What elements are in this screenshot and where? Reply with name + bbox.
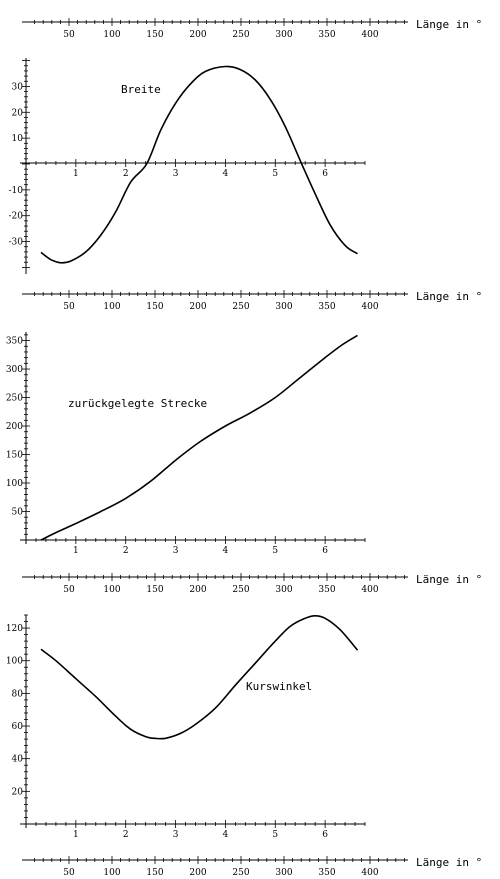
- longitude-tick-label: 200: [189, 30, 206, 40]
- course-angle-y-tick-label: 40: [12, 755, 24, 765]
- longitude-tick-label: 150: [146, 868, 163, 878]
- latitude-series-line: [40, 65, 358, 264]
- longitude-axis-title: Länge in °: [416, 290, 482, 303]
- course-angle-y-tick-label: 120: [6, 624, 23, 634]
- longitude-tick-label: 150: [146, 302, 163, 312]
- distance-x-tick-label: 3: [173, 546, 179, 556]
- distance-x-tick-label: 6: [322, 546, 328, 556]
- longitude-tick-label: 400: [361, 868, 378, 878]
- longitude-tick-label: 200: [189, 585, 206, 595]
- course-angle-y-tick-label: 100: [6, 657, 23, 667]
- longitude-tick-label: 400: [361, 30, 378, 40]
- longitude-tick-label: 250: [232, 302, 249, 312]
- longitude-tick-label: 350: [318, 585, 335, 595]
- latitude-y-tick-label: 30: [12, 82, 24, 92]
- distance-x-tick-label: 4: [223, 546, 229, 556]
- longitude-tick-label: 50: [63, 585, 75, 595]
- longitude-tick-label: 400: [361, 585, 378, 595]
- latitude-x-tick-label: 2: [123, 169, 129, 179]
- course-angle-x-tick-label: 2: [123, 830, 129, 840]
- latitude-x-tick-label: 4: [223, 169, 229, 179]
- latitude-y-tick-label: 20: [12, 108, 24, 118]
- longitude-axis-title: Länge in °: [416, 573, 482, 586]
- longitude-tick-label: 50: [63, 868, 75, 878]
- longitude-axis-title: Länge in °: [416, 18, 482, 31]
- latitude-y-tick-label: 10: [12, 134, 24, 144]
- distance-y-tick-label: 50: [12, 508, 24, 518]
- longitude-tick-label: 50: [63, 30, 75, 40]
- longitude-tick-label: 350: [318, 30, 335, 40]
- latitude-plot: -30 -20 -10 10 20 30 1 2 3 4 5 6 Breite: [9, 58, 366, 274]
- course-angle-x-tick-label: 4: [223, 830, 229, 840]
- course-angle-x-tick-label: 3: [173, 830, 179, 840]
- longitude-tick-label: 250: [232, 30, 249, 40]
- longitude-tick-label: 150: [146, 585, 163, 595]
- distance-plot: 50 100 150 200 250 300 350 1 2 3 4 5 6 zurückgelegte …: [6, 332, 366, 556]
- distance-y-tick-label: 150: [6, 451, 23, 461]
- course-angle-y-tick-label: 80: [12, 689, 24, 699]
- longitude-axis-1: 50 100 150 200 250 300 350 400 Länge in °: [22, 18, 482, 40]
- course-angle-x-tick-label: 5: [272, 830, 278, 840]
- latitude-x-tick-label: 1: [73, 169, 79, 179]
- course-angle-series-line: [40, 614, 359, 740]
- distance-series-line: [40, 334, 358, 541]
- course-angle-annotation: Kurswinkel: [246, 680, 312, 693]
- longitude-tick-label: 250: [232, 585, 249, 595]
- longitude-tick-label: 350: [318, 302, 335, 312]
- latitude-y-tick-label: -10: [9, 186, 24, 196]
- latitude-y-tick-label: -30: [9, 238, 24, 248]
- distance-y-tick-label: 100: [6, 479, 23, 489]
- latitude-x-tick-label: 6: [322, 169, 328, 179]
- distance-y-tick-label: 350: [6, 337, 23, 347]
- longitude-tick-label: 300: [275, 302, 292, 312]
- longitude-tick-label: 200: [189, 868, 206, 878]
- distance-x-tick-label: 1: [73, 546, 79, 556]
- latitude-y-tick-label: -20: [9, 212, 24, 222]
- longitude-tick-label: 300: [275, 30, 292, 40]
- longitude-axis-2: 50 100 150 200 250 300 350 400 Länge in °: [22, 290, 482, 312]
- longitude-tick-label: 400: [361, 302, 378, 312]
- longitude-tick-label: 200: [189, 302, 206, 312]
- longitude-axis-title: Länge in °: [416, 856, 482, 869]
- longitude-tick-label: 100: [103, 30, 120, 40]
- longitude-tick-label: 100: [103, 585, 120, 595]
- longitude-tick-label: 150: [146, 30, 163, 40]
- latitude-annotation: Breite: [121, 83, 161, 96]
- longitude-tick-label: 350: [318, 868, 335, 878]
- longitude-axis-4: 50 100 150 200 250 300 350 400 Länge in °: [22, 856, 482, 878]
- distance-x-tick-label: 2: [123, 546, 129, 556]
- longitude-tick-label: 100: [103, 302, 120, 312]
- longitude-tick-label: 50: [63, 302, 75, 312]
- longitude-tick-label: 300: [275, 585, 292, 595]
- longitude-axis-3: 50 100 150 200 250 300 350 400 Länge in °: [22, 573, 482, 595]
- latitude-x-tick-label: 5: [272, 169, 278, 179]
- course-angle-plot: 20 40 60 80 100 120 1 2 3 4 5 6 Kurswinkel: [6, 614, 366, 840]
- course-angle-y-tick-label: 20: [12, 787, 24, 797]
- latitude-x-tick-label: 3: [173, 169, 179, 179]
- course-angle-x-tick-label: 6: [322, 830, 328, 840]
- course-angle-y-tick-label: 60: [12, 722, 24, 732]
- distance-y-tick-label: 200: [6, 422, 23, 432]
- longitude-tick-label: 300: [275, 868, 292, 878]
- course-angle-x-tick-label: 1: [73, 830, 79, 840]
- distance-annotation: zurückgelegte Strecke: [68, 397, 207, 410]
- longitude-tick-label: 250: [232, 868, 249, 878]
- distance-x-tick-label: 5: [272, 546, 278, 556]
- distance-y-tick-label: 250: [6, 394, 23, 404]
- distance-y-tick-label: 300: [6, 365, 23, 375]
- longitude-tick-label: 100: [103, 868, 120, 878]
